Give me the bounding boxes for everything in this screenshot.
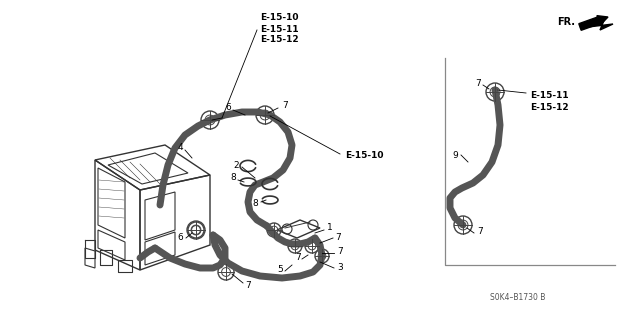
Text: E-15-12: E-15-12 — [260, 35, 299, 44]
Text: 6: 6 — [225, 103, 231, 113]
Text: 7: 7 — [295, 254, 301, 263]
Text: E-15-10: E-15-10 — [345, 151, 383, 160]
Text: 8: 8 — [230, 174, 236, 182]
Text: 7: 7 — [337, 248, 343, 256]
Text: 2: 2 — [233, 160, 239, 169]
Text: E-15-11: E-15-11 — [530, 91, 568, 100]
FancyArrow shape — [579, 16, 608, 30]
Polygon shape — [580, 18, 613, 30]
Text: E-15-12: E-15-12 — [530, 102, 568, 112]
Text: S0K4–B1730 B: S0K4–B1730 B — [490, 293, 545, 302]
Text: FR.: FR. — [557, 17, 575, 27]
Text: 7: 7 — [335, 234, 341, 242]
Text: 8: 8 — [252, 198, 258, 207]
Text: E-15-10: E-15-10 — [260, 13, 298, 23]
Text: E-15-11: E-15-11 — [260, 25, 299, 33]
Text: 7: 7 — [477, 227, 483, 236]
Text: 4: 4 — [177, 144, 183, 152]
Text: 7: 7 — [475, 78, 481, 87]
Text: 7: 7 — [282, 100, 288, 109]
Text: 3: 3 — [337, 263, 343, 272]
Text: 7: 7 — [245, 280, 251, 290]
Text: 5: 5 — [277, 265, 283, 275]
Text: 1: 1 — [327, 224, 333, 233]
Text: 9: 9 — [452, 151, 458, 160]
Text: 6: 6 — [177, 234, 183, 242]
